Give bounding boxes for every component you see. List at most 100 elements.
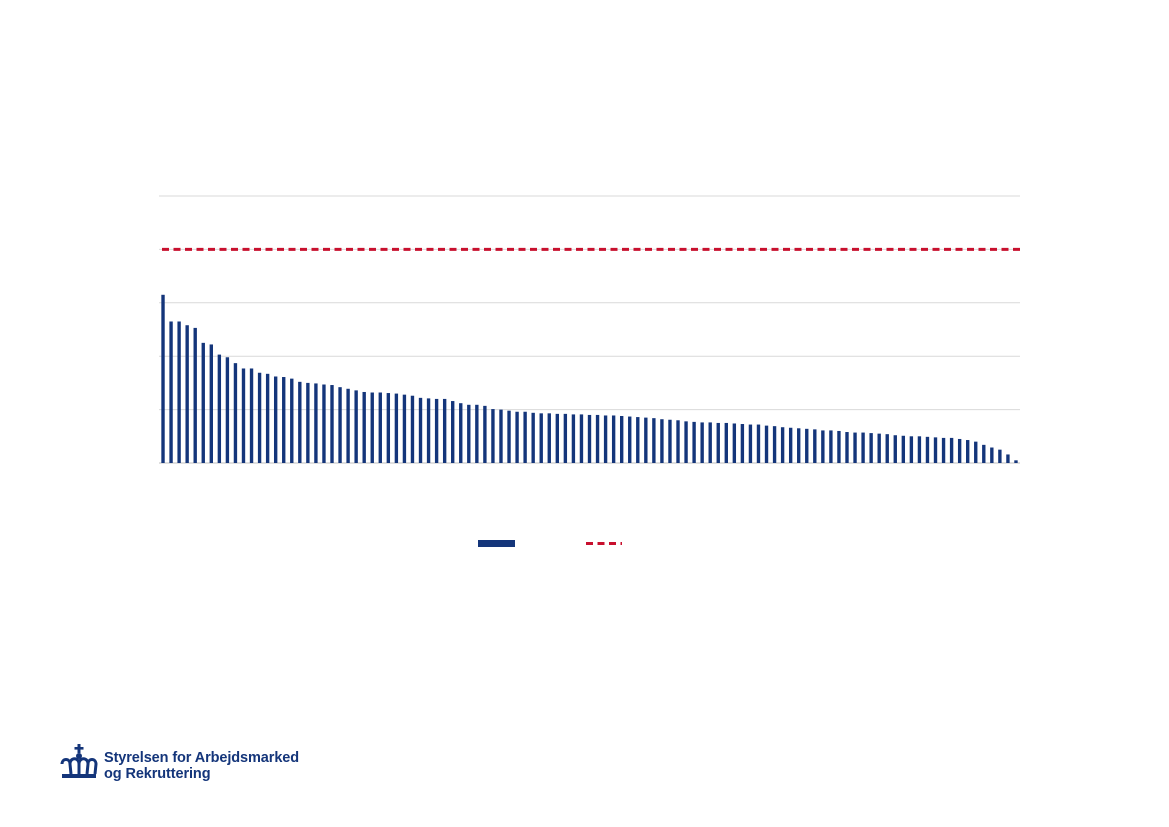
bar — [893, 435, 897, 463]
bar — [764, 425, 769, 463]
bar — [788, 427, 793, 463]
legend — [478, 540, 622, 547]
bar — [748, 424, 753, 463]
bar — [982, 444, 986, 463]
bar — [933, 437, 938, 463]
bar — [209, 344, 213, 463]
bar — [990, 447, 994, 463]
bar — [298, 381, 302, 463]
bar — [692, 421, 696, 463]
bar — [491, 409, 495, 463]
bar — [475, 404, 479, 463]
bar — [257, 372, 262, 463]
bar — [249, 368, 254, 463]
bar — [290, 378, 294, 463]
bar — [636, 417, 640, 463]
bar — [410, 395, 415, 463]
logo-line-1: Styrelsen for Arbejdsmarked — [104, 750, 300, 766]
bar — [740, 424, 745, 463]
bar — [668, 419, 672, 463]
bar — [813, 429, 817, 463]
bar — [394, 393, 399, 463]
bar — [282, 377, 286, 463]
bar — [346, 388, 350, 463]
bar — [338, 387, 342, 463]
bar — [426, 398, 431, 463]
bar — [949, 437, 954, 463]
bar — [459, 403, 463, 463]
bar — [611, 415, 616, 463]
legend-swatch-bars — [478, 540, 515, 547]
bar — [628, 416, 632, 463]
bar — [684, 421, 688, 463]
bar — [716, 422, 720, 463]
bar — [523, 411, 527, 463]
bar — [780, 427, 785, 463]
bar — [241, 368, 246, 463]
bar — [555, 413, 560, 463]
bar — [676, 420, 680, 463]
bar — [451, 401, 455, 463]
bar — [531, 412, 535, 463]
bar — [829, 430, 833, 463]
bar — [354, 390, 358, 463]
bar — [370, 392, 374, 463]
bar — [434, 398, 439, 463]
bar — [587, 414, 592, 463]
bar — [1014, 460, 1018, 463]
bar — [217, 354, 222, 463]
bar — [378, 392, 382, 463]
bar — [169, 321, 173, 463]
bar — [869, 433, 873, 463]
bar — [185, 325, 189, 463]
bar — [483, 405, 487, 463]
bar — [925, 436, 930, 463]
bar — [732, 423, 737, 463]
bar — [901, 435, 906, 463]
bar — [966, 440, 970, 463]
bar — [941, 437, 946, 463]
bar — [418, 397, 423, 463]
bar — [177, 321, 181, 463]
bar — [877, 433, 881, 463]
bar — [974, 441, 978, 463]
bar — [579, 414, 584, 463]
bar — [201, 342, 205, 463]
bar — [402, 394, 407, 463]
bar — [756, 424, 761, 463]
bar — [442, 398, 447, 463]
bar — [547, 413, 551, 463]
bar — [539, 413, 543, 463]
bar — [772, 426, 777, 463]
bar — [233, 363, 238, 463]
bar — [724, 422, 728, 463]
bar — [708, 422, 712, 463]
bar — [853, 432, 857, 463]
bar — [314, 383, 318, 463]
bar — [821, 430, 825, 463]
crown-icon — [60, 744, 98, 778]
bar — [603, 415, 608, 463]
bar — [595, 414, 600, 463]
bar — [515, 411, 519, 463]
bar — [386, 393, 391, 463]
bar — [917, 436, 922, 463]
bar — [330, 385, 334, 463]
logo-line-2: og Rekruttering — [104, 766, 211, 782]
bar — [362, 391, 366, 463]
bar — [571, 414, 576, 463]
bar — [644, 417, 648, 463]
bar — [700, 422, 704, 463]
bar — [845, 432, 849, 463]
bar — [306, 382, 310, 463]
bar — [619, 416, 624, 463]
bar — [322, 384, 326, 463]
bar-series — [161, 294, 1018, 463]
bar — [1006, 454, 1010, 463]
bar — [507, 410, 511, 463]
bar — [660, 419, 664, 463]
bar — [161, 294, 165, 463]
bar — [563, 413, 568, 463]
bar — [957, 438, 962, 463]
